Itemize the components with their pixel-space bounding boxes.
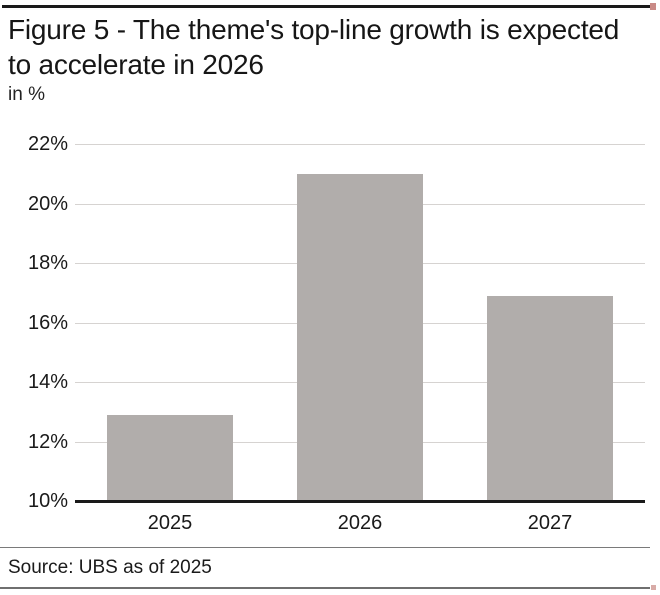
bottom-rule [0, 587, 650, 589]
unit-label: in % [8, 84, 45, 105]
y-tick-label-10: 10% [27, 490, 68, 512]
x-category-label-2027: 2027 [527, 512, 573, 534]
top-rule [2, 5, 650, 8]
y-tick-label-14: 14% [27, 371, 68, 393]
bar-2026 [297, 174, 423, 501]
red-accent-mark-top [650, 3, 656, 10]
y-tick-label-16: 16% [27, 312, 68, 334]
red-accent-mark-bottom [651, 585, 656, 590]
gridline-22 [75, 144, 645, 145]
bar-2027 [487, 296, 613, 501]
y-tick-label-22: 22% [27, 133, 68, 155]
x-category-label-2026: 2026 [337, 512, 383, 534]
x-axis-baseline [75, 500, 645, 503]
x-category-label-2025: 2025 [147, 512, 193, 534]
source-text: Source: UBS as of 2025 [8, 557, 212, 578]
figure-title: Figure 5 - The theme's top-line growth i… [8, 14, 620, 80]
source-divider-rule [0, 547, 650, 548]
bar-2025 [107, 415, 233, 501]
y-tick-label-20: 20% [27, 193, 68, 215]
y-tick-label-18: 18% [27, 252, 68, 274]
y-tick-label-12: 12% [27, 431, 68, 453]
